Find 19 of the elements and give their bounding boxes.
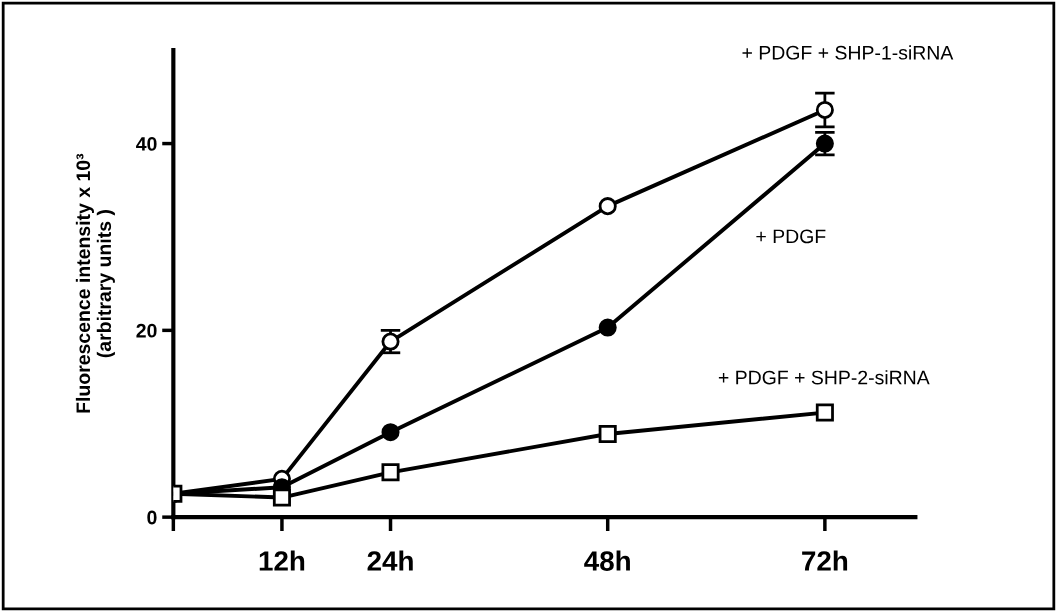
point <box>598 318 617 337</box>
point <box>815 100 834 119</box>
y-tick-label: 40 <box>136 137 157 151</box>
y-tick-label: 0 <box>147 510 157 525</box>
point <box>598 424 617 444</box>
series-label: + PDGF <box>756 229 826 244</box>
x-tick-label: 24h <box>367 550 413 571</box>
point <box>598 197 617 216</box>
x-tick-label: 48h <box>584 550 630 571</box>
point <box>381 423 400 442</box>
y-tick-label: 20 <box>136 323 157 338</box>
point <box>272 488 291 507</box>
y-axis-title: Fluorescence intensity x 10³ (arbitrary units ) <box>75 153 115 413</box>
x-tick-label: 72h <box>802 550 848 571</box>
point <box>381 463 400 482</box>
x-tick-label: 12h <box>259 550 305 571</box>
series-label: + PDGF + SHP-2-siRNA <box>718 370 930 385</box>
point <box>815 403 834 422</box>
text: + PDGF + SHP-1-siRNA <box>742 45 954 60</box>
